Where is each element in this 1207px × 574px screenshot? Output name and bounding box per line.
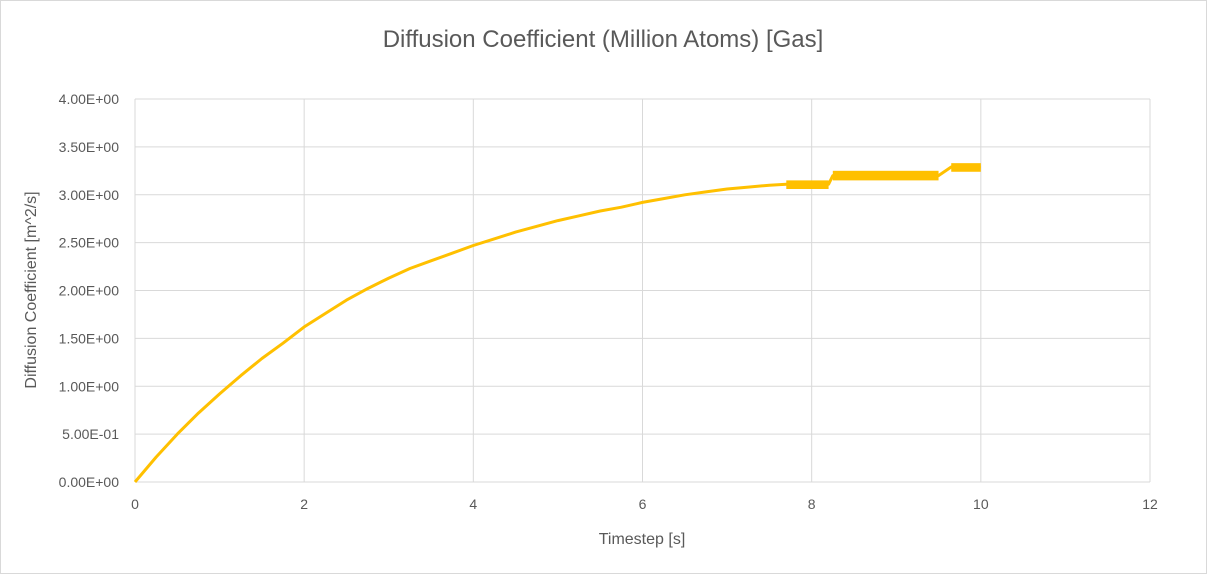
x-axis-label: Timestep [s] [599, 531, 686, 548]
y-tick-label: 3.00E+00 [59, 187, 120, 203]
noise-band [832, 170, 939, 181]
x-tick-label: 4 [469, 496, 477, 512]
x-tick-label: 0 [131, 496, 139, 512]
chart-title: Diffusion Coefficient (Million Atoms) [G… [383, 26, 824, 53]
y-tick-label: 1.00E+00 [59, 378, 120, 394]
y-tick-label: 2.00E+00 [59, 283, 120, 299]
noise-band [951, 163, 981, 172]
x-tick-label: 6 [639, 496, 647, 512]
y-tick-label: 1.50E+00 [59, 330, 120, 346]
y-axis-label: Diffusion Coefficient [m^2/s] [23, 191, 40, 388]
x-tick-label: 2 [300, 496, 308, 512]
y-tick-label: 5.00E-01 [62, 426, 119, 442]
data-series-line [133, 165, 981, 483]
y-tick-label: 4.00E+00 [59, 91, 120, 107]
y-tick-label: 2.50E+00 [59, 235, 120, 251]
noise-band [786, 180, 829, 190]
y-tick-label: 0.00E+00 [59, 474, 120, 490]
x-tick-label: 10 [973, 496, 989, 512]
y-tick-label: 3.50E+00 [59, 139, 120, 155]
x-tick-label: 12 [1142, 496, 1158, 512]
x-tick-label: 8 [808, 496, 816, 512]
